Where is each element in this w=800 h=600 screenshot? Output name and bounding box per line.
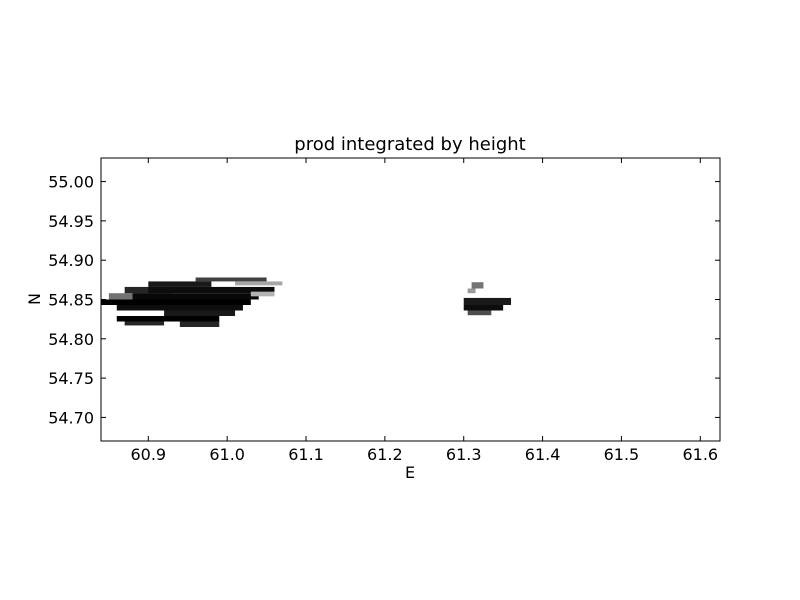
x-axis: 60.9 61.0 61.1 61.2 61.3 61.4 61.5 61.6 <box>130 158 718 464</box>
x-tick-label: 61.1 <box>288 445 324 464</box>
heatmap-cell <box>164 310 236 317</box>
heatmap-cell <box>101 299 251 306</box>
y-axis-label: N <box>25 293 44 305</box>
heatmap-cell <box>148 286 275 294</box>
heatmap-cell <box>108 293 149 300</box>
x-tick-label: 61.5 <box>604 445 640 464</box>
plot-area <box>100 157 721 442</box>
x-axis-label: E <box>405 463 415 482</box>
heatmap-cell <box>471 282 484 289</box>
heatmap-layer <box>101 277 512 328</box>
heatmap-cell <box>116 316 220 322</box>
heatmap-cell <box>132 293 259 300</box>
heatmap-cell <box>467 288 476 294</box>
y-axis: 54.70 54.75 54.80 54.85 54.90 54.95 55.00 <box>48 173 720 427</box>
chart-title: prod integrated by height <box>294 134 525 155</box>
y-tick-label: 54.80 <box>48 330 94 349</box>
y-tick-label: 54.75 <box>48 369 94 388</box>
x-tick-label: 61.6 <box>682 445 718 464</box>
heatmap-cell <box>124 321 165 326</box>
y-tick-label: 54.90 <box>48 251 94 270</box>
heatmap-cell <box>463 305 504 311</box>
x-tick-label: 60.9 <box>130 445 166 464</box>
heatmap-cell <box>463 297 512 306</box>
heatmap-cell <box>467 310 492 316</box>
heatmap-cell <box>148 281 212 287</box>
x-tick-label: 61.4 <box>525 445 561 464</box>
heatmap-cell <box>235 281 283 286</box>
y-tick-label: 54.70 <box>48 408 94 427</box>
y-tick-label: 54.85 <box>48 291 94 310</box>
heatmap-cell <box>195 277 267 282</box>
x-tick-label: 61.3 <box>446 445 482 464</box>
y-tick-label: 55.00 <box>48 173 94 192</box>
heatmap-cell <box>116 305 243 311</box>
heatmap-cell <box>179 321 220 328</box>
heatmap-cell <box>250 291 275 297</box>
x-tick-label: 61.0 <box>209 445 245 464</box>
x-tick-label: 61.2 <box>367 445 403 464</box>
y-tick-label: 54.95 <box>48 212 94 231</box>
